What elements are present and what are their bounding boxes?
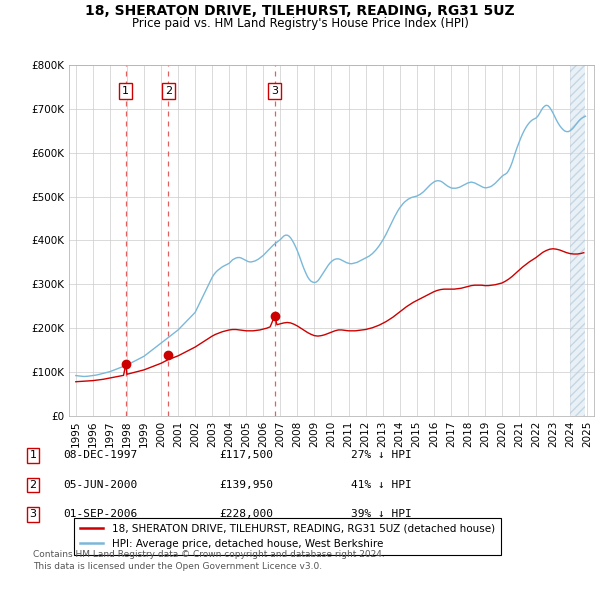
Text: Price paid vs. HM Land Registry's House Price Index (HPI): Price paid vs. HM Land Registry's House … <box>131 17 469 30</box>
Text: 01-SEP-2006: 01-SEP-2006 <box>63 510 137 519</box>
Text: £117,500: £117,500 <box>219 451 273 460</box>
Text: Contains HM Land Registry data © Crown copyright and database right 2024.: Contains HM Land Registry data © Crown c… <box>33 550 385 559</box>
Text: 3: 3 <box>271 86 278 96</box>
Text: 05-JUN-2000: 05-JUN-2000 <box>63 480 137 490</box>
Text: 39% ↓ HPI: 39% ↓ HPI <box>351 510 412 519</box>
Text: This data is licensed under the Open Government Licence v3.0.: This data is licensed under the Open Gov… <box>33 562 322 571</box>
Text: 1: 1 <box>122 86 129 96</box>
Text: 2: 2 <box>164 86 172 96</box>
Text: 27% ↓ HPI: 27% ↓ HPI <box>351 451 412 460</box>
Legend: 18, SHERATON DRIVE, TILEHURST, READING, RG31 5UZ (detached house), HPI: Average : 18, SHERATON DRIVE, TILEHURST, READING, … <box>74 517 501 555</box>
Text: 2: 2 <box>29 480 37 490</box>
Text: 18, SHERATON DRIVE, TILEHURST, READING, RG31 5UZ: 18, SHERATON DRIVE, TILEHURST, READING, … <box>85 4 515 18</box>
Text: £139,950: £139,950 <box>219 480 273 490</box>
Text: 3: 3 <box>29 510 37 519</box>
Text: 1: 1 <box>29 451 37 460</box>
Text: 41% ↓ HPI: 41% ↓ HPI <box>351 480 412 490</box>
Text: 08-DEC-1997: 08-DEC-1997 <box>63 451 137 460</box>
Text: £228,000: £228,000 <box>219 510 273 519</box>
